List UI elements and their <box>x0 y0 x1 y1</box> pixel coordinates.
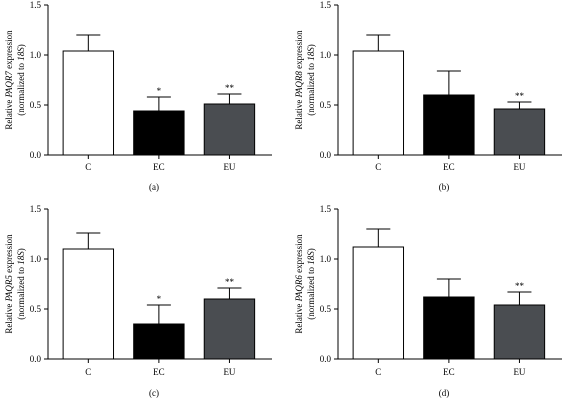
bar-eu <box>203 103 256 156</box>
significance-marker: ** <box>515 281 525 291</box>
y-axis-label: Relative PAQR7 expression <box>4 30 14 130</box>
y-axis-label-line2-suffix: ) <box>16 44 26 47</box>
x-tick-label: C <box>85 162 91 172</box>
bar-ec <box>133 110 185 156</box>
y-axis-label-gene: PAQR5 <box>4 275 14 303</box>
panel-label: (d) <box>439 388 450 398</box>
panel-label: (c) <box>149 388 159 398</box>
y-axis-label-gene: PAQR6 <box>294 275 304 303</box>
y-axis-label-line2-ref: 18S <box>16 47 26 61</box>
y-tick-label: 0.5 <box>30 100 42 110</box>
y-axis-label-line2-prefix: (normalized to <box>306 61 316 116</box>
y-tick-label: 1.0 <box>30 254 42 264</box>
x-tick-label: EU <box>223 367 235 377</box>
y-tick-label: 0.5 <box>320 304 332 314</box>
y-tick-label: 1.5 <box>320 0 332 10</box>
y-tick-label: 0.0 <box>320 150 332 160</box>
bar-ec <box>423 94 475 156</box>
significance-marker: ** <box>225 83 235 93</box>
y-tick-label: 0.5 <box>30 304 42 314</box>
bar-eu <box>203 298 256 360</box>
y-axis-label-line2-prefix: (normalized to <box>16 61 26 116</box>
y-tick-label: 1.5 <box>30 0 42 10</box>
x-tick-label: C <box>375 367 381 377</box>
y-axis-label-line2-prefix: (normalized to <box>16 265 26 320</box>
y-axis-label-line2-ref: 18S <box>306 47 316 61</box>
y-tick-label: 0.5 <box>320 100 332 110</box>
panel-label: (a) <box>149 182 159 192</box>
y-axis-label-line2: (normalized to 18S) <box>16 44 26 115</box>
y-axis-label-suffix: expression <box>294 234 304 275</box>
y-axis-label-prefix: Relative <box>294 97 304 129</box>
x-tick-label: EC <box>443 162 455 172</box>
chart-panel-c: 0.0 0.5 1.0 1.5 C * EC ** EU Relative PAQR5 expre… <box>4 204 272 398</box>
y-axis-label-suffix: expression <box>294 30 304 71</box>
bar-ec <box>423 296 475 360</box>
x-tick-label: EU <box>223 162 235 172</box>
y-tick-label: 0.0 <box>30 150 42 160</box>
y-tick-label: 1.5 <box>30 204 42 214</box>
panel-label: (b) <box>439 182 450 192</box>
y-axis-label-prefix: Relative <box>4 97 14 129</box>
y-axis-label-line2: (normalized to 18S) <box>16 248 26 319</box>
y-axis-label-prefix: Relative <box>294 301 304 333</box>
y-tick-label: 0.0 <box>30 354 42 364</box>
chart-panel-d: 0.0 0.5 1.0 1.5 C EC ** EU Relative PAQR6 expres… <box>294 204 562 398</box>
y-axis-label-line2-ref: 18S <box>306 251 316 265</box>
significance-marker: * <box>157 86 162 96</box>
significance-marker: ** <box>225 277 235 287</box>
y-tick-label: 1.0 <box>30 50 42 60</box>
x-tick-label: EC <box>153 367 165 377</box>
y-axis-label-line2-suffix: ) <box>16 248 26 251</box>
y-tick-label: 0.0 <box>320 354 332 364</box>
y-axis-label-line2-ref: 18S <box>16 251 26 265</box>
bar-c <box>62 50 115 156</box>
y-axis-label: Relative PAQR6 expression <box>294 234 304 334</box>
y-axis-label-line2-suffix: ) <box>306 44 316 47</box>
x-tick-label: EC <box>153 162 165 172</box>
y-axis-label: Relative PAQR5 expression <box>4 234 14 334</box>
y-axis-label-gene: PAQR7 <box>4 71 14 99</box>
bar-c <box>352 246 405 360</box>
x-tick-label: C <box>375 162 381 172</box>
y-axis-label-line2-prefix: (normalized to <box>306 265 316 320</box>
y-axis-label: Relative PAQR8 expression <box>294 30 304 130</box>
bar-eu <box>493 304 546 360</box>
y-axis-label-gene: PAQR8 <box>294 71 304 99</box>
significance-marker: * <box>157 294 162 304</box>
y-axis-label-suffix: expression <box>4 30 14 71</box>
bar-c <box>62 248 115 360</box>
y-tick-label: 1.5 <box>320 204 332 214</box>
y-tick-label: 1.0 <box>320 254 332 264</box>
y-axis-label-prefix: Relative <box>4 301 14 333</box>
y-axis-label-suffix: expression <box>4 234 14 275</box>
x-tick-label: EU <box>513 162 525 172</box>
x-tick-label: EC <box>443 367 455 377</box>
y-axis-label-line2-suffix: ) <box>306 248 316 251</box>
bar-ec <box>133 323 185 360</box>
significance-marker: ** <box>515 91 525 101</box>
x-tick-label: EU <box>513 367 525 377</box>
y-axis-label-line2: (normalized to 18S) <box>306 44 316 115</box>
x-tick-label: C <box>85 367 91 377</box>
y-axis-label-line2: (normalized to 18S) <box>306 248 316 319</box>
chart-panel-b: 0.0 0.5 1.0 1.5 C EC ** EU Relative PAQR8 expres… <box>294 0 562 192</box>
y-tick-label: 1.0 <box>320 50 332 60</box>
bar-c <box>352 50 405 156</box>
bar-eu <box>493 108 546 156</box>
chart-panel-a: 0.0 0.5 1.0 1.5 C * EC ** EU Relative PAQR7 expre… <box>4 0 272 192</box>
